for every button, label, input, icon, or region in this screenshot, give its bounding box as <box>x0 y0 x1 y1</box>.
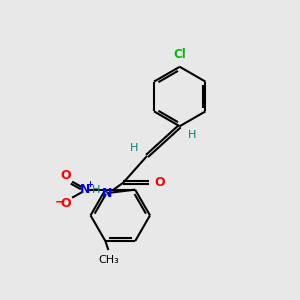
Text: N: N <box>102 187 112 200</box>
Text: N: N <box>80 183 90 196</box>
Text: H: H <box>130 142 139 153</box>
Text: Cl: Cl <box>173 48 186 61</box>
Text: O: O <box>61 169 71 182</box>
Text: CH₃: CH₃ <box>98 254 119 265</box>
Text: O: O <box>61 197 71 210</box>
Text: −: − <box>55 195 65 208</box>
Text: O: O <box>154 176 165 189</box>
Text: +: + <box>86 180 94 189</box>
Text: H: H <box>188 130 196 140</box>
Text: H: H <box>92 185 101 195</box>
